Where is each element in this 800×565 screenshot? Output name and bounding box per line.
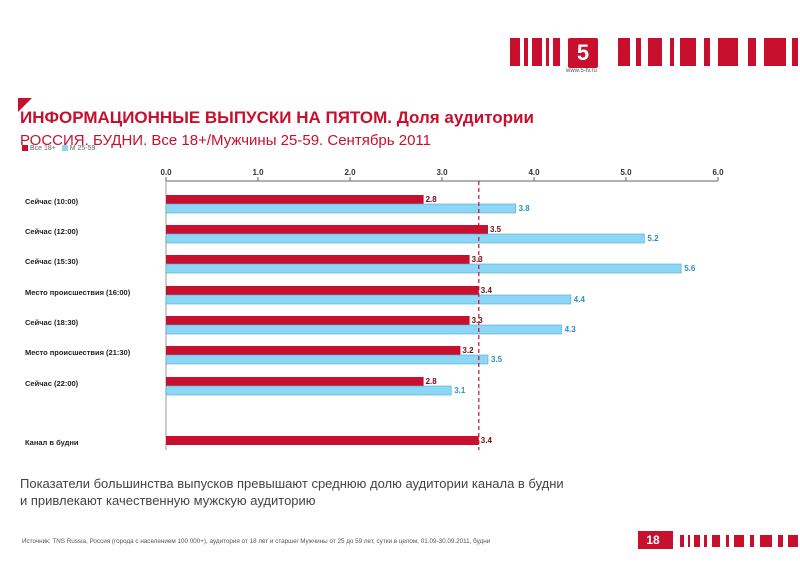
- page-title: ИНФОРМАЦИОННЫЕ ВЫПУСКИ НА ПЯТОМ. Доля ау…: [20, 108, 534, 127]
- value-label-men: 5.6: [684, 264, 696, 273]
- bar-all-18plus: [166, 286, 479, 295]
- bar-men-25-59: [165, 294, 572, 305]
- value-label-all: 3.3: [472, 316, 484, 325]
- x-tick-label: 1.0: [252, 168, 264, 177]
- bar-all-18plus: [166, 316, 470, 325]
- source-footnote: Источник: TNS Russia, Россия (города с н…: [22, 538, 491, 545]
- category-label: Сейчас (22:00): [25, 379, 79, 388]
- value-label-men: 4.3: [565, 325, 577, 334]
- bar-men-25-59: [165, 203, 516, 214]
- legend-swatch-all: [22, 145, 28, 152]
- page-subtitle: РОССИЯ. БУДНИ. Все 18+/Мужчины 25-59. Се…: [20, 132, 431, 149]
- bar-men-25-59: [165, 324, 562, 335]
- bar-men-25-59: [165, 263, 682, 274]
- legend-fragment: Все 18+ М 25-59: [22, 145, 95, 152]
- bar-men-25-59: [165, 233, 645, 244]
- x-tick-label: 2.0: [344, 168, 356, 177]
- title-corner-mark: [18, 98, 32, 112]
- x-tick-label: 0.0: [160, 168, 172, 177]
- value-label-men: 5.2: [647, 234, 659, 243]
- value-label-all: 3.5: [490, 225, 502, 234]
- note-line-2: и привлекают качественную мужскую аудито…: [20, 493, 316, 508]
- category-label: Сейчас (15:30): [25, 257, 79, 266]
- bar-men-25-59: [165, 354, 489, 365]
- conclusion-note: Показатели большинства выпусков превышаю…: [20, 475, 564, 509]
- value-label-all: 3.4: [481, 286, 493, 295]
- value-label-men: 4.4: [574, 295, 586, 304]
- note-line-1: Показатели большинства выпусков превышаю…: [20, 476, 564, 491]
- bar-all-18plus: [166, 436, 479, 445]
- value-label-all: 3.4: [481, 436, 493, 445]
- bar-chart: 0.0 1.0 2.0 3.0 4.0 5.0 6.0 Сейчас (10:00) 2.8 3.…: [25, 168, 724, 450]
- category-label: Место происшествия (16:00): [25, 288, 131, 297]
- bar-all-18plus: [166, 346, 461, 355]
- category-label: Сейчас (12:00): [25, 227, 79, 236]
- category-label: Сейчас (10:00): [25, 197, 79, 206]
- value-label-all: 2.8: [426, 377, 438, 386]
- bar-all-18plus: [166, 225, 488, 234]
- logo-caption: www.5-tv.ru: [566, 68, 597, 74]
- value-label-men: 3.8: [519, 204, 531, 213]
- bar-men-25-59: [165, 385, 452, 396]
- bar-all-18plus: [166, 255, 470, 264]
- page-number: 18: [633, 531, 673, 549]
- value-label-men: 3.5: [491, 355, 503, 364]
- brand-stripes-left: [510, 38, 560, 66]
- bar-all-18plus: [166, 195, 424, 204]
- category-label: Место происшествия (21:30): [25, 348, 131, 357]
- value-label-all: 3.3: [472, 255, 484, 264]
- x-tick-label: 5.0: [620, 168, 632, 177]
- legend-label-all: Все 18+: [30, 145, 56, 152]
- legend-label-men: М 25-59: [69, 145, 96, 152]
- x-tick-label: 3.0: [436, 168, 448, 177]
- x-tick-label: 4.0: [528, 168, 540, 177]
- value-label-all: 3.2: [462, 346, 474, 355]
- brand-stripes-bottom: [680, 535, 798, 547]
- channel-logo: 5: [568, 38, 598, 68]
- x-tick-label: 6.0: [712, 168, 724, 177]
- value-label-men: 3.1: [454, 386, 466, 395]
- bar-all-18plus: [166, 377, 424, 386]
- category-label: Канал в будни: [25, 438, 79, 447]
- value-label-all: 2.8: [426, 195, 438, 204]
- category-label: Сейчас (18:30): [25, 318, 79, 327]
- brand-stripes-right: [618, 38, 798, 66]
- legend-swatch-men: [61, 145, 68, 152]
